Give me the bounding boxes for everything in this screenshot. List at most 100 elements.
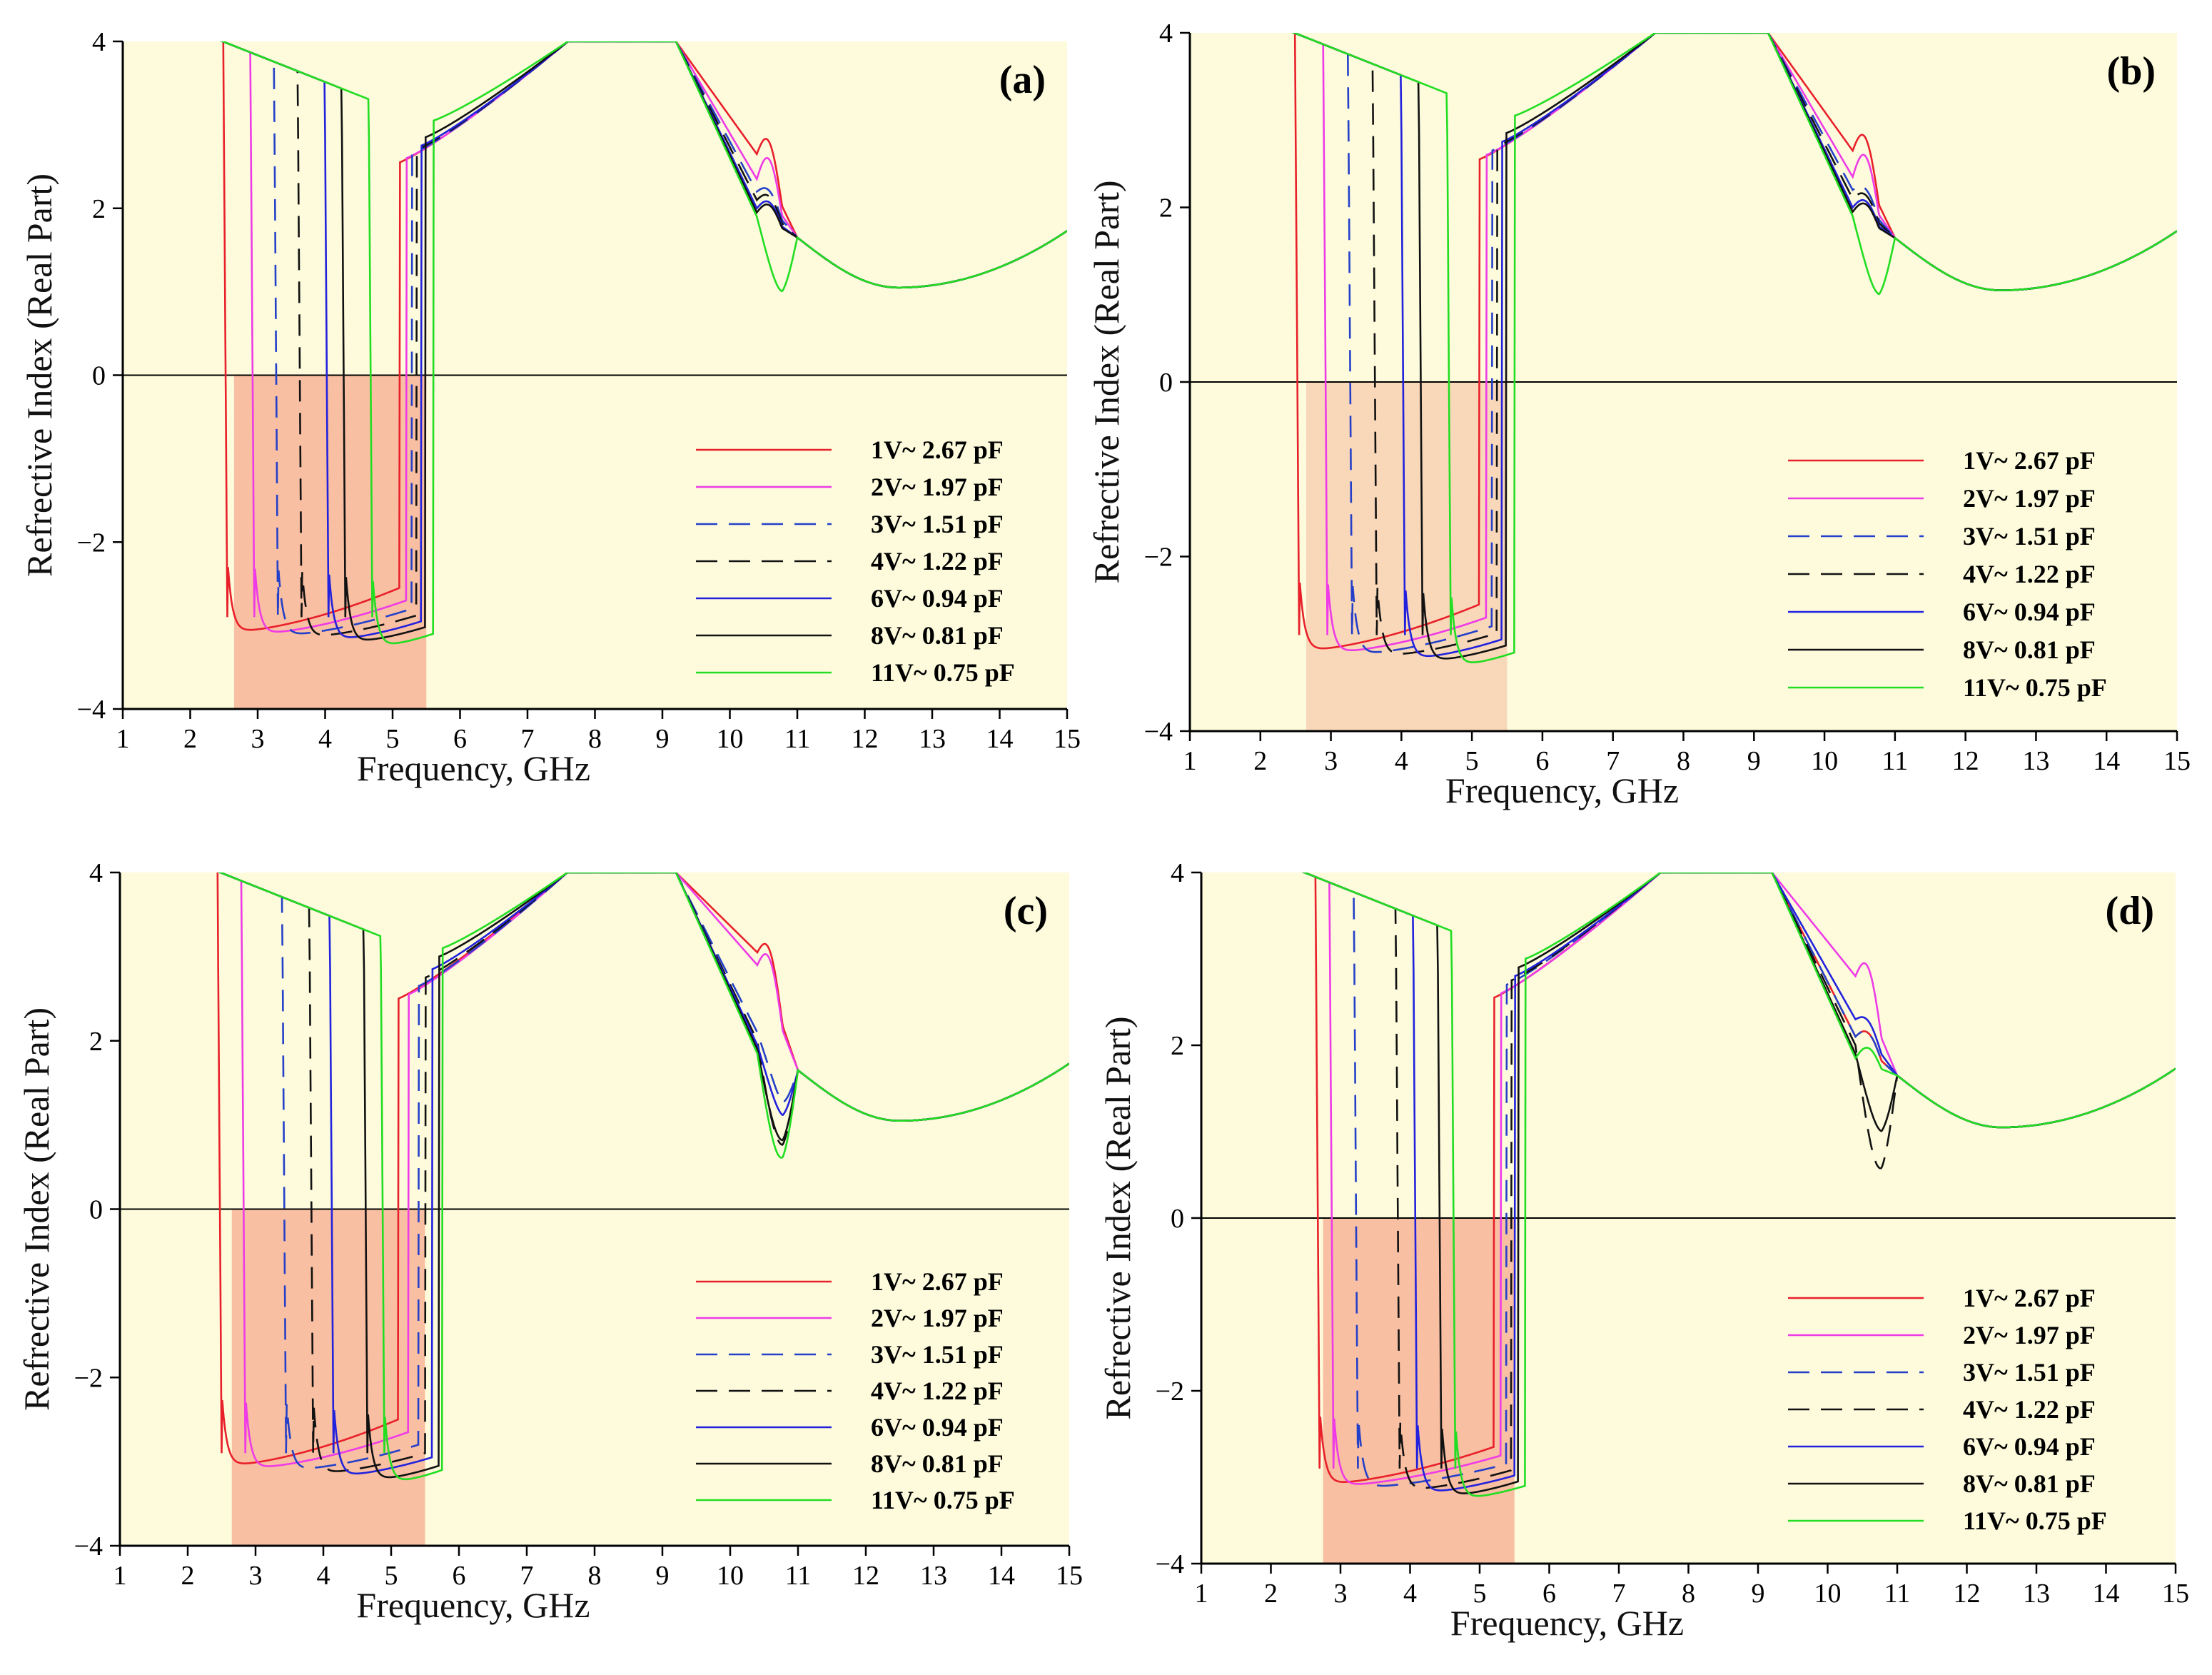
x-tick-label: 9 (656, 1561, 670, 1591)
x-tick-label: 5 (386, 724, 400, 754)
x-tick-label: 1 (1195, 1579, 1208, 1609)
x-tick-label: 13 (2023, 1579, 2050, 1609)
legend-label: 2V~ 1.97 pF (871, 1304, 1004, 1332)
x-tick-label: 3 (251, 724, 265, 754)
legend-label: 6V~ 0.94 pF (871, 1413, 1004, 1442)
series-line-7 (220, 41, 1067, 645)
x-tick-label: 5 (1473, 1579, 1487, 1609)
x-tick-label: 14 (2093, 746, 2120, 776)
y-tick-label: 0 (89, 1195, 103, 1225)
y-tick-label: −2 (77, 528, 106, 558)
x-tick-label: 8 (588, 724, 602, 754)
negative-index-band (233, 375, 427, 709)
x-axis-title: Frequency, GHz (357, 748, 590, 788)
legend-label: 2V~ 1.97 pF (871, 473, 1004, 501)
x-tick-label: 12 (852, 1561, 879, 1591)
x-tick-label: 15 (1056, 1561, 1083, 1591)
x-tick-label: 14 (2093, 1579, 2120, 1609)
series-line-7 (1301, 872, 2176, 1497)
x-tick-label: 8 (588, 1561, 602, 1591)
y-axis-title: Refrective Index (Real Part) (16, 1007, 56, 1411)
x-tick-label: 10 (717, 1561, 744, 1591)
legend-label: 1V~ 2.67 pF (871, 436, 1004, 464)
x-tick-label: 4 (318, 724, 332, 754)
x-tick-label: 3 (1324, 746, 1338, 776)
x-tick-label: 15 (2162, 1579, 2189, 1609)
legend-label: 11V~ 0.75 pF (871, 658, 1015, 687)
x-tick-label: 2 (183, 724, 197, 754)
x-tick-label: 7 (521, 724, 535, 754)
x-tick-label: 9 (1752, 1579, 1765, 1609)
y-tick-label: −4 (1156, 1549, 1184, 1579)
x-tick-label: 9 (1747, 746, 1761, 776)
legend-label: 11V~ 0.75 pF (1963, 1507, 2107, 1535)
x-tick-label: 9 (656, 724, 670, 754)
x-tick-label: 7 (1606, 746, 1620, 776)
legend-label: 1V~ 2.67 pF (1963, 446, 2096, 475)
y-tick-label: 4 (92, 27, 106, 57)
x-tick-label: 13 (919, 724, 946, 754)
x-tick-label: 10 (717, 724, 744, 754)
x-tick-label: 8 (1677, 746, 1690, 776)
x-tick-label: 13 (2022, 746, 2049, 776)
legend: 1V~ 2.67 pF 2V~ 1.97 pF 3V~ 1.51 pF 4V~ 1.2… (696, 1267, 1015, 1514)
x-tick-label: 6 (1535, 746, 1549, 776)
x-axis-title: Frequency, GHz (356, 1585, 590, 1625)
x-tick-label: 15 (1054, 724, 1081, 754)
legend-label: 4V~ 1.22 pF (871, 547, 1004, 575)
x-axis-title: Frequency, GHz (1450, 1603, 1684, 1643)
y-tick-label: −2 (1144, 543, 1173, 573)
y-tick-label: 2 (1171, 1031, 1184, 1061)
negative-index-band (231, 1209, 425, 1546)
y-tick-label: 0 (1171, 1204, 1184, 1234)
x-tick-label: 11 (785, 1561, 812, 1591)
x-tick-label: 6 (1542, 1579, 1556, 1609)
x-tick-label: 3 (1334, 1579, 1348, 1609)
legend-label: 3V~ 1.51 pF (871, 1340, 1004, 1369)
x-tick-label: 11 (1884, 1579, 1911, 1609)
y-tick-label: 2 (1159, 193, 1173, 223)
panel-label: (a) (999, 58, 1046, 102)
series-group (1291, 33, 2177, 663)
y-axis-title: Refrective Index (Real Part) (1086, 180, 1126, 583)
panel-label: (c) (1004, 889, 1048, 933)
y-tick-label: 2 (92, 194, 106, 224)
series-line-7 (1291, 33, 2177, 663)
x-tick-label: 7 (520, 1561, 534, 1591)
x-tick-label: 10 (1811, 746, 1838, 776)
legend-label: 1V~ 2.67 pF (871, 1267, 1004, 1296)
legend-label: 8V~ 0.81 pF (871, 1449, 1004, 1478)
x-tick-label: 5 (1465, 746, 1479, 776)
y-axis-title: Refrective Index (Real Part) (19, 173, 59, 577)
x-tick-label: 10 (1814, 1579, 1842, 1609)
legend-label: 4V~ 1.22 pF (1963, 560, 2096, 588)
legend-label: 6V~ 0.94 pF (871, 584, 1004, 613)
x-tick-label: 2 (1253, 746, 1267, 776)
y-tick-label: 4 (89, 858, 103, 888)
x-tick-label: 12 (1952, 746, 1979, 776)
x-tick-label: 4 (317, 1561, 330, 1591)
legend-label: 8V~ 0.81 pF (871, 621, 1004, 650)
x-tick-label: 4 (1395, 746, 1408, 776)
legend-label: 3V~ 1.51 pF (1963, 1358, 2096, 1387)
x-tick-label: 12 (852, 724, 879, 754)
legend-label: 1V~ 2.67 pF (1963, 1284, 2096, 1312)
x-tick-label: 8 (1682, 1579, 1695, 1609)
panel-label: (b) (2107, 49, 2156, 94)
y-tick-label: 4 (1159, 19, 1173, 49)
y-tick-label: −4 (74, 1531, 103, 1561)
legend-label: 6V~ 0.94 pF (1963, 598, 2096, 626)
y-tick-label: 0 (92, 361, 106, 391)
legend-label: 8V~ 0.81 pF (1963, 1469, 2096, 1498)
x-tick-label: 12 (1954, 1579, 1981, 1609)
x-tick-label: 15 (2163, 746, 2191, 776)
series-group (220, 41, 1067, 645)
x-tick-label: 6 (453, 1561, 466, 1591)
x-tick-label: 1 (1183, 746, 1197, 776)
panel-label: (d) (2106, 889, 2154, 933)
x-tick-label: 2 (1264, 1579, 1278, 1609)
negative-index-band (1306, 382, 1508, 731)
